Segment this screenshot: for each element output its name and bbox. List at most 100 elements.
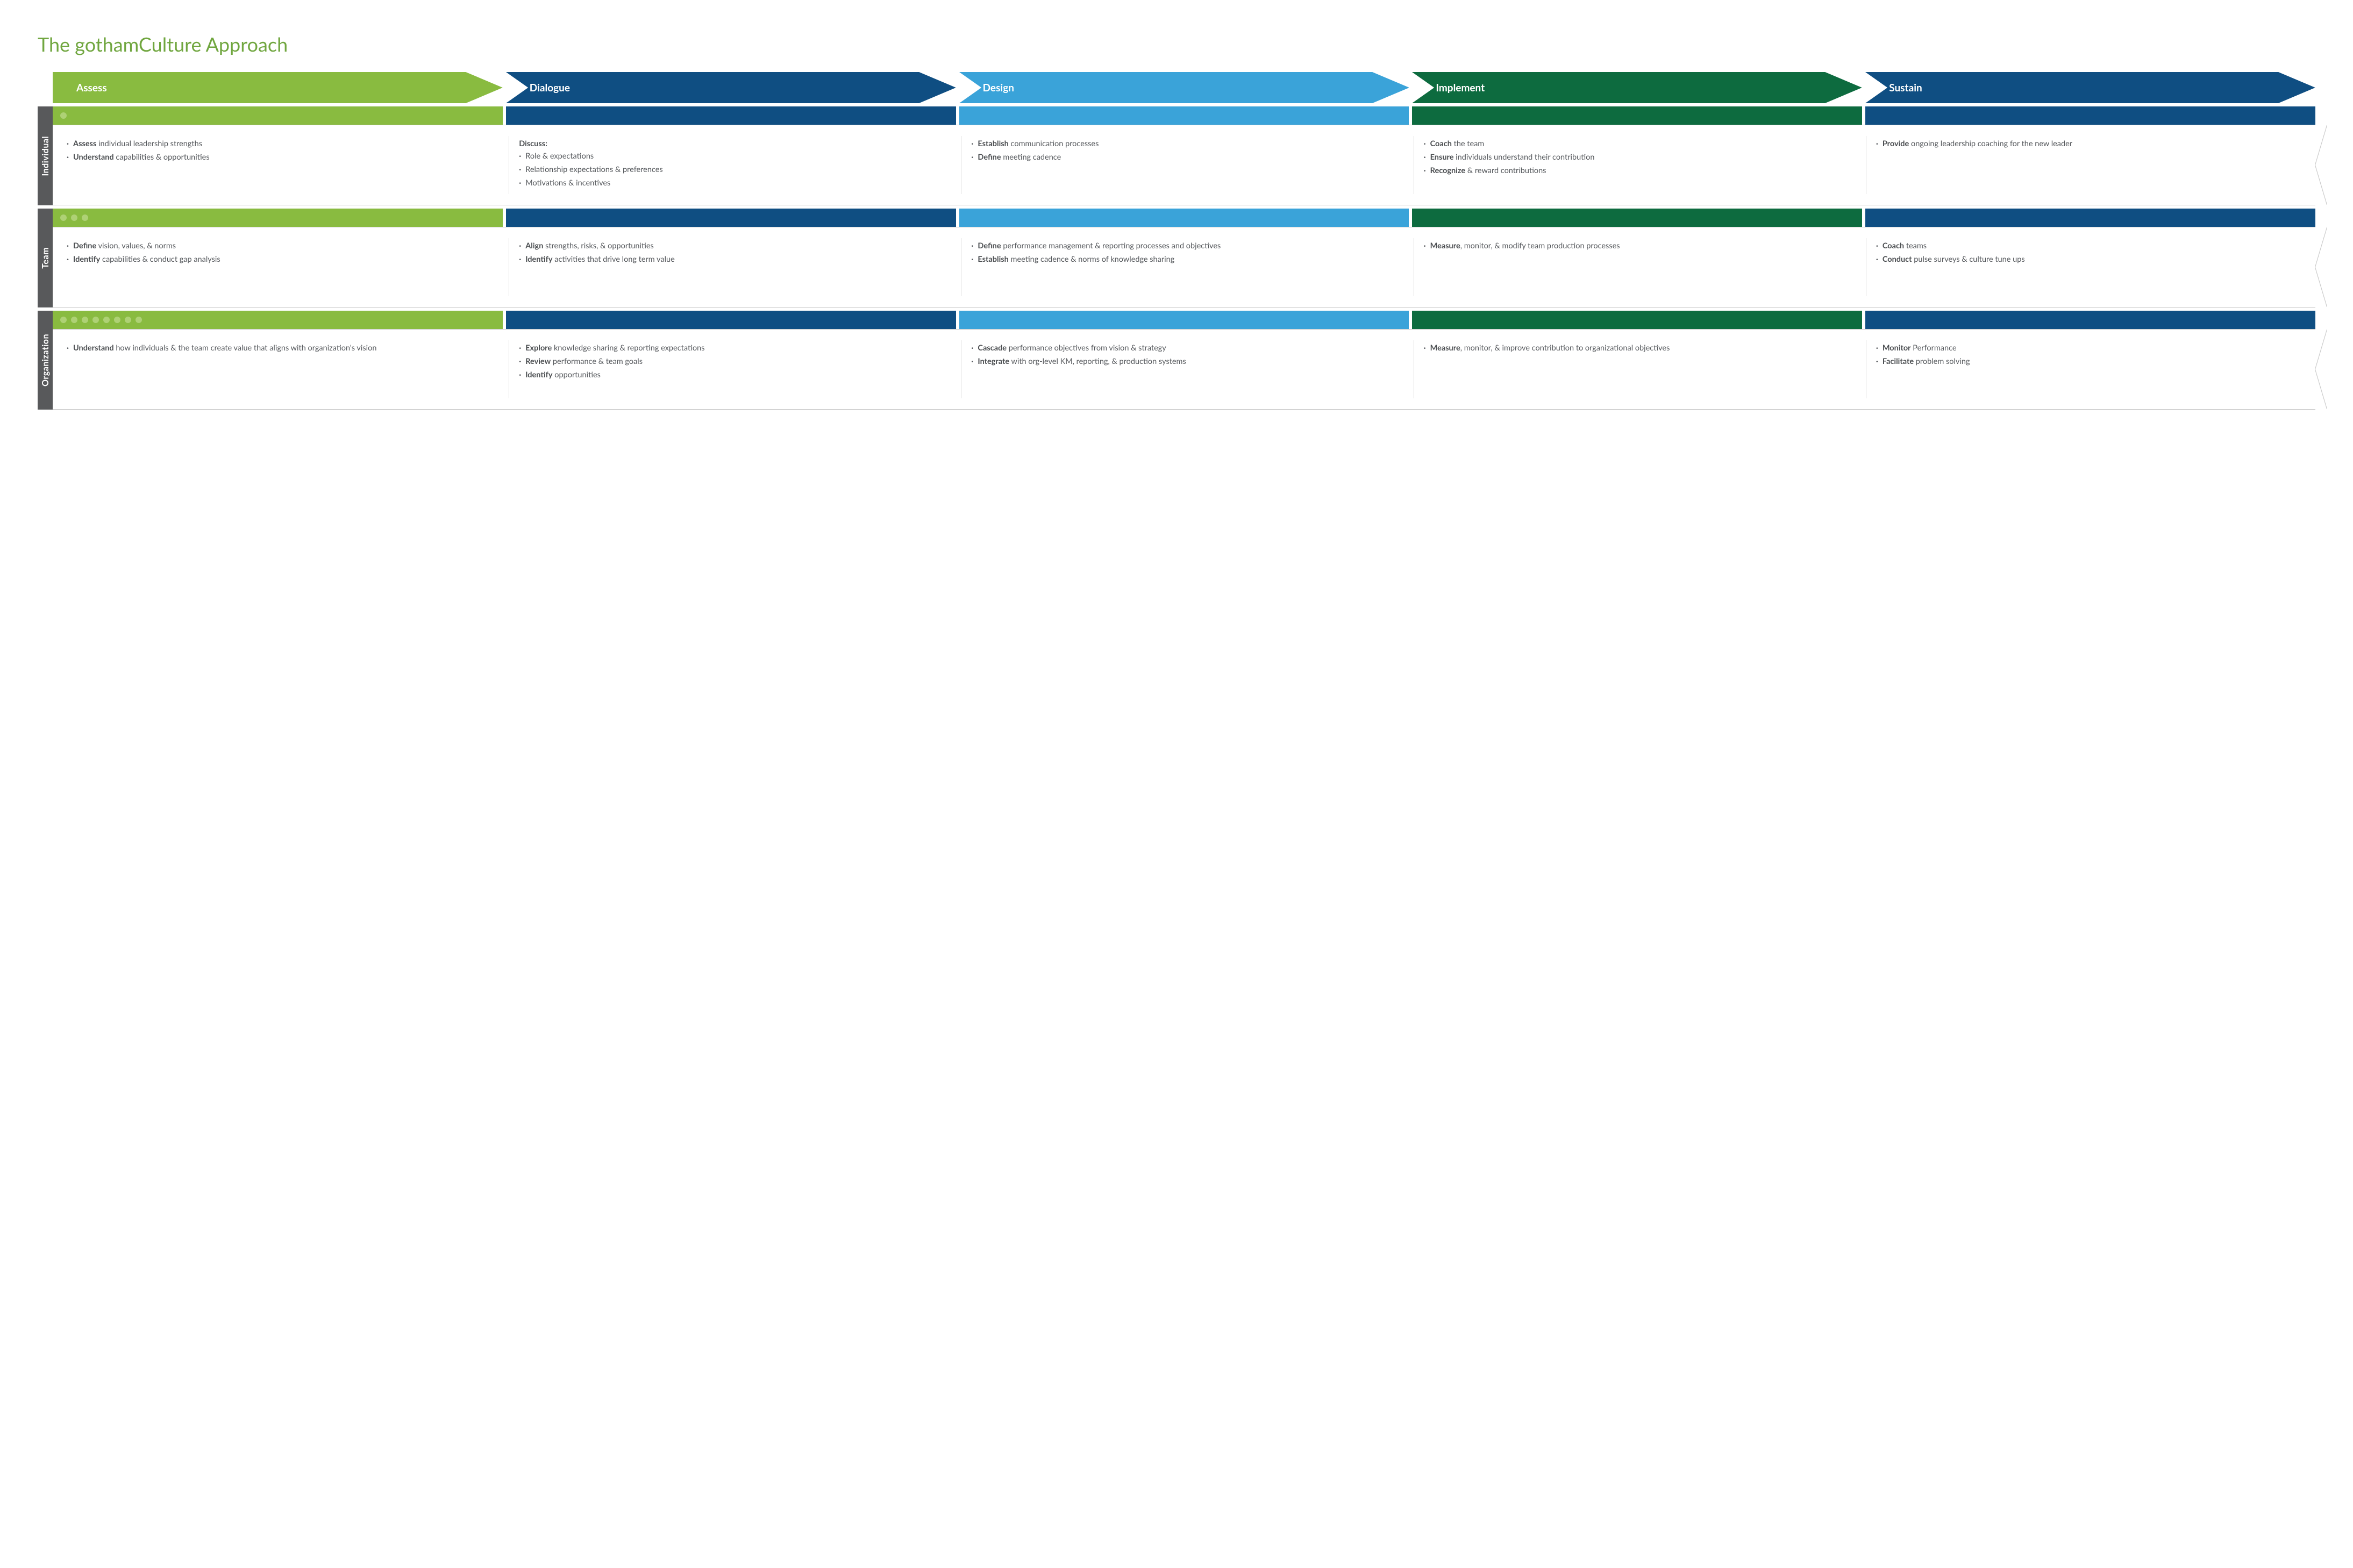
list-item: Integrate with org-level KM, reporting, … — [971, 356, 1400, 367]
list-item: Align strengths, risks, & opportunities — [519, 240, 948, 252]
row-content: Assess individual leadership strengths Un… — [53, 125, 2315, 205]
list-item: Define performance management & reportin… — [971, 240, 1400, 252]
list-item: Relationship expectations & preferences — [519, 164, 948, 175]
stage-chevron-sustain: Sustain — [1865, 72, 2315, 103]
cell-list: Monitor PerformanceFacilitate problem so… — [1876, 342, 2305, 367]
cell-list: Align strengths, risks, & opportunities I… — [519, 240, 948, 265]
cell-list: Explore knowledge sharing & reporting ex… — [519, 342, 948, 381]
cell-list: Coach teams Conduct pulse surveys & cultu… — [1876, 240, 2305, 265]
approach-grid: Assess Dialogue Design Implement Sustain Ind… — [38, 72, 2315, 410]
stage-label: Sustain — [1889, 82, 1922, 94]
cell-list: Understand how individuals & the team cr… — [67, 342, 496, 354]
row-organization: OrganizationUnderstand how individuals &… — [53, 311, 2315, 410]
cell-list: Establish communication processes Define … — [971, 138, 1400, 163]
stage-label: Design — [983, 82, 1014, 94]
row-team: TeamDefine vision, values, & normsIdenti… — [53, 209, 2315, 307]
list-item: Assess individual leadership strengths — [67, 138, 496, 149]
list-item: Monitor Performance — [1876, 342, 2305, 354]
row-side-label: Organization — [38, 311, 53, 410]
list-item: Role & expectations — [519, 151, 948, 162]
list-item: Identify opportunities — [519, 369, 948, 381]
cell: Coach teams Conduct pulse surveys & cultu… — [1866, 238, 2315, 296]
cell: Assess individual leadership strengths Un… — [53, 136, 505, 194]
dot-icon — [60, 317, 67, 323]
band-seg — [1412, 311, 1862, 329]
row-dots — [60, 112, 67, 119]
cell-list: Provide ongoing leadership coaching for … — [1876, 138, 2305, 149]
cell-list: Assess individual leadership strengths Un… — [67, 138, 496, 163]
list-item: Provide ongoing leadership coaching for … — [1876, 138, 2305, 149]
list-item: Motivations & incentives — [519, 177, 948, 189]
cell: Cascade performance objectives from visi… — [961, 340, 1410, 398]
band-seg — [53, 209, 503, 227]
cell: Discuss: Role & expectations Relationship … — [509, 136, 958, 194]
row-dots — [60, 317, 142, 323]
stage-header-row: Assess Dialogue Design Implement Sustain — [53, 72, 2315, 103]
row-side-label: Individual — [38, 106, 53, 205]
list-item: Measure, monitor, & improve contribution… — [1424, 342, 1853, 354]
cell: Monitor PerformanceFacilitate problem so… — [1866, 340, 2315, 398]
cell: Align strengths, risks, & opportunities I… — [509, 238, 958, 296]
list-item: Measure, monitor, & modify team producti… — [1424, 240, 1853, 252]
band-seg — [1865, 311, 2315, 329]
dot-icon — [82, 317, 88, 323]
cell: Measure, monitor, & improve contribution… — [1414, 340, 1863, 398]
row-color-band — [53, 209, 2315, 227]
band-seg — [959, 106, 1409, 125]
band-seg — [53, 311, 503, 329]
list-item: Define meeting cadence — [971, 152, 1400, 163]
cell: Understand how individuals & the team cr… — [53, 340, 505, 398]
row-side-label: Team — [38, 209, 53, 307]
list-item: Define vision, values, & norms — [67, 240, 496, 252]
dot-icon — [82, 214, 88, 221]
page-title: The gothamCulture Approach — [38, 32, 2315, 56]
band-seg — [1412, 209, 1862, 227]
list-item: Review performance & team goals — [519, 356, 948, 367]
cell-list: Coach the teamEnsure individuals underst… — [1424, 138, 1853, 176]
band-seg — [959, 311, 1409, 329]
cell-list: Define performance management & reportin… — [971, 240, 1400, 265]
dot-icon — [103, 317, 110, 323]
band-seg — [1865, 209, 2315, 227]
row-color-band — [53, 311, 2315, 329]
cell-lead: Discuss: — [519, 138, 948, 149]
list-item: Coach teams — [1876, 240, 2305, 252]
band-seg — [53, 106, 503, 125]
list-item: Understand how individuals & the team cr… — [67, 342, 496, 354]
list-item: Identify activities that drive long term… — [519, 254, 948, 265]
list-item: Establish meeting cadence & norms of kno… — [971, 254, 1400, 265]
cell-list: Define vision, values, & norms Identify c… — [67, 240, 496, 265]
cell-list: Measure, monitor, & modify team producti… — [1424, 240, 1853, 252]
list-item: Cascade performance objectives from visi… — [971, 342, 1400, 354]
stage-label: Implement — [1436, 82, 1485, 94]
cell: Establish communication processes Define … — [961, 136, 1410, 194]
dot-icon — [60, 214, 67, 221]
list-item: Conduct pulse surveys & culture tune ups — [1876, 254, 2305, 265]
band-seg — [1412, 106, 1862, 125]
cell-list: Cascade performance objectives from visi… — [971, 342, 1400, 367]
cell: Define performance management & reportin… — [961, 238, 1410, 296]
band-seg — [506, 106, 956, 125]
band-seg — [1865, 106, 2315, 125]
row-content: Understand how individuals & the team cr… — [53, 329, 2315, 410]
stage-chevron-dialogue: Dialogue — [506, 72, 956, 103]
cell: Explore knowledge sharing & reporting ex… — [509, 340, 958, 398]
stage-label: Dialogue — [530, 82, 570, 94]
cell: Coach the teamEnsure individuals underst… — [1414, 136, 1863, 194]
band-seg — [959, 209, 1409, 227]
stage-label: Assess — [76, 82, 107, 94]
list-item: Ensure individuals understand their cont… — [1424, 152, 1853, 163]
row-content: Define vision, values, & norms Identify c… — [53, 227, 2315, 307]
list-item: Explore knowledge sharing & reporting ex… — [519, 342, 948, 354]
band-seg — [506, 209, 956, 227]
dot-icon — [71, 317, 77, 323]
list-item: Understand capabilities & opportunities — [67, 152, 496, 163]
cell: Define vision, values, & norms Identify c… — [53, 238, 505, 296]
row-individual: IndividualAssess individual leadership s… — [53, 106, 2315, 205]
cell-list: Role & expectations Relationship expectat… — [519, 151, 948, 189]
list-item: Identify capabilities & conduct gap anal… — [67, 254, 496, 265]
list-item: Establish communication processes — [971, 138, 1400, 149]
list-item: Recognize & reward contributions — [1424, 165, 1853, 176]
cell: Provide ongoing leadership coaching for … — [1866, 136, 2315, 194]
dot-icon — [136, 317, 142, 323]
